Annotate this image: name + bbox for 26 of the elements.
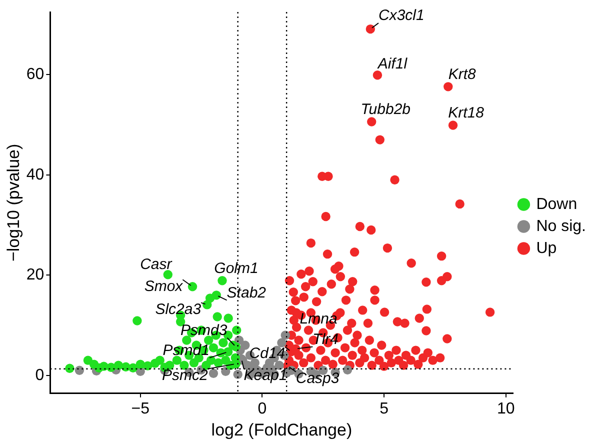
annotation: Casp3 (296, 370, 340, 388)
y-tick-label: 60 (26, 66, 44, 84)
annotation: Krt18 (448, 104, 485, 122)
y-tick-label: 20 (26, 266, 44, 284)
legend-label: Up (536, 240, 557, 257)
annotation: Cx3cl1 (378, 7, 424, 24)
x-tick-label: 5 (380, 400, 389, 418)
x-axis-title: log2 (FoldChange) (211, 420, 352, 440)
annotation: Slc2a3 (155, 300, 202, 318)
annotation: Aif1l (376, 55, 408, 72)
annotation: Tubb2b (360, 100, 411, 118)
legend-label: No sig. (536, 218, 586, 235)
x-tick-label: 10 (496, 400, 515, 418)
annotation: Krt8 (448, 66, 477, 83)
annotation: Golm1 (214, 260, 258, 277)
annotation: Smox (144, 278, 184, 295)
x-tick-label: 0 (258, 400, 267, 418)
y-tick-label: 40 (26, 166, 44, 184)
x-tick-label: −5 (131, 400, 150, 418)
legend-label: Down (536, 196, 578, 213)
annotation: Casr (140, 256, 173, 273)
annotation: Cd14 (249, 344, 286, 362)
annotation: Psmc2 (162, 367, 208, 384)
y-tick-label: 0 (35, 366, 44, 384)
annotation: Stab2 (226, 284, 267, 302)
y-axis-title: −log10 (pvalue) (4, 144, 23, 262)
